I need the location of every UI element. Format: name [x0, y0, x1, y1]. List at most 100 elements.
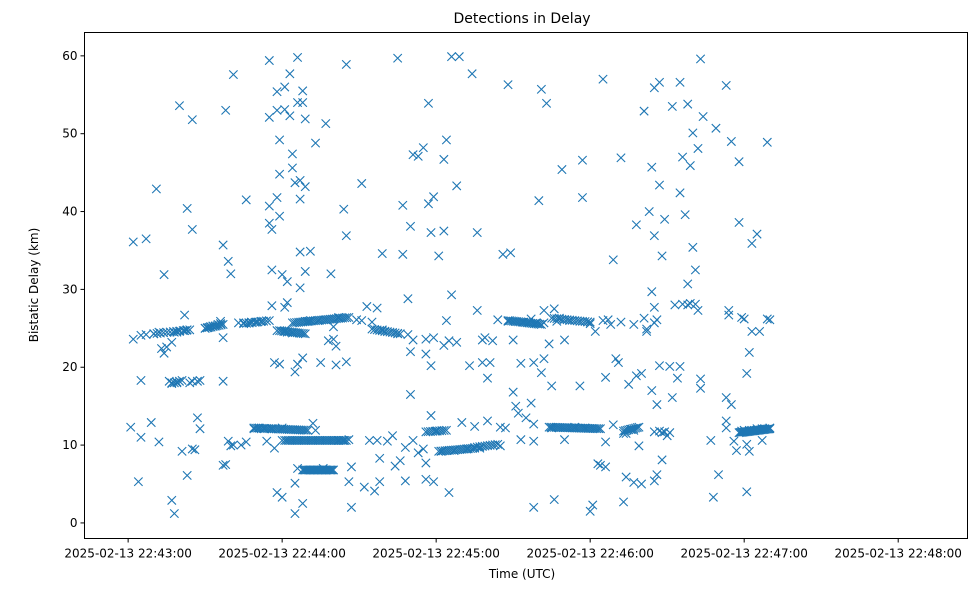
data-point-marker [274, 135, 285, 145]
data-point-marker [292, 359, 303, 369]
data-point-marker [159, 270, 169, 280]
data-point-marker [629, 319, 639, 330]
data-point-marker [533, 319, 543, 329]
data-point-marker [629, 423, 639, 434]
data-point-marker [310, 425, 321, 435]
data-point-marker [423, 199, 434, 209]
data-point-marker [472, 227, 482, 238]
data-point-marker [400, 476, 410, 486]
data-point-marker [434, 251, 444, 261]
data-point-marker [734, 217, 744, 228]
data-point-marker [364, 435, 375, 446]
data-point-marker [375, 453, 385, 463]
data-point-marker [405, 347, 416, 357]
data-point-marker [298, 353, 308, 363]
data-point-marker [327, 465, 337, 475]
data-point-marker [408, 335, 418, 345]
data-point-marker [675, 188, 685, 198]
data-point-marker [328, 322, 339, 332]
data-point-marker [393, 53, 403, 63]
data-point-marker [357, 315, 367, 326]
data-point-marker [367, 317, 377, 327]
data-point-marker [267, 224, 277, 235]
data-point-marker [683, 279, 693, 289]
data-point-marker [408, 435, 418, 446]
chart-title: Detections in Delay [453, 11, 590, 27]
data-point-marker [218, 319, 228, 330]
data-point-marker [754, 326, 765, 337]
data-point-marker [667, 101, 677, 112]
data-point-marker [726, 400, 736, 410]
data-point-marker [539, 354, 549, 364]
data-point-marker [636, 368, 647, 379]
plot-area-frame [84, 32, 968, 539]
data-point-marker [762, 424, 772, 434]
data-point-marker [549, 494, 559, 505]
data-point-marker [695, 383, 706, 393]
data-point-marker [536, 319, 546, 330]
data-point-marker [218, 240, 228, 250]
data-point-marker [529, 502, 539, 512]
data-point-marker [290, 367, 300, 377]
data-point-marker [296, 328, 306, 338]
data-point-marker [285, 111, 295, 121]
data-point-marker [169, 378, 179, 388]
data-point-marker [290, 478, 300, 488]
data-point-marker [657, 251, 667, 261]
data-point-marker [274, 211, 285, 221]
data-point-marker [264, 218, 274, 228]
data-point-marker [559, 435, 570, 445]
data-point-marker [721, 80, 731, 91]
data-point-marker [413, 448, 423, 458]
data-point-marker [672, 373, 683, 383]
data-point-marker [620, 426, 630, 436]
data-point-marker [180, 310, 190, 320]
data-point-marker [177, 446, 187, 456]
data-point-marker [226, 269, 236, 279]
data-point-marker [457, 417, 467, 428]
x-tick-label: 2025-02-13 22:46:00 [526, 547, 653, 561]
data-point-marker [341, 435, 351, 446]
data-point-marker [634, 441, 644, 451]
data-point-marker [480, 333, 490, 343]
data-point-marker [331, 360, 341, 370]
data-point-marker [167, 337, 177, 347]
data-point-marker [600, 462, 611, 472]
data-point-marker [647, 287, 657, 297]
data-point-marker [670, 300, 680, 310]
data-point-marker [625, 424, 635, 434]
data-point-marker [624, 379, 634, 389]
data-point-marker [452, 181, 462, 191]
data-point-marker [654, 77, 665, 87]
data-point-marker [295, 194, 305, 204]
data-point-marker [174, 101, 185, 111]
data-point-marker [395, 329, 405, 339]
data-point-marker [688, 128, 698, 138]
data-point-marker [693, 305, 703, 315]
data-point-marker [405, 221, 416, 231]
data-point-marker [559, 335, 570, 345]
data-point-marker [652, 400, 662, 410]
data-point-marker [280, 104, 290, 115]
data-point-marker [408, 150, 418, 160]
data-point-marker [693, 143, 703, 154]
data-point-marker [631, 220, 641, 230]
data-point-marker [688, 242, 698, 252]
data-point-marker [300, 182, 310, 192]
data-point-marker [724, 310, 734, 320]
data-point-marker [541, 98, 552, 108]
data-point-marker [426, 410, 436, 421]
data-point-marker [665, 361, 675, 372]
data-point-marker [241, 195, 251, 205]
data-point-marker [742, 439, 752, 449]
data-point-marker [301, 425, 311, 435]
y-tick-label: 30 [62, 282, 77, 296]
data-point-marker [624, 425, 634, 435]
data-point-marker [441, 135, 452, 145]
data-point-marker [452, 337, 462, 347]
data-point-marker [274, 359, 285, 369]
y-tick-label: 10 [62, 438, 77, 452]
data-point-marker [690, 299, 701, 309]
data-point-marker [665, 428, 675, 438]
data-point-marker [613, 357, 623, 368]
